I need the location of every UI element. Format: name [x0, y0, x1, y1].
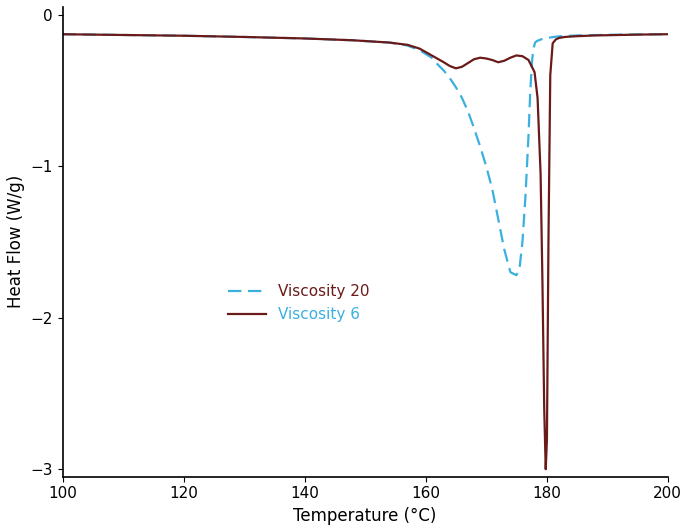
- Viscosity 20: [482, 163, 491, 169]
- Viscosity 6: [482, 55, 491, 62]
- Viscosity 20: [528, 57, 536, 63]
- Viscosity 20: [494, 216, 502, 222]
- Viscosity 6: [457, 64, 466, 70]
- Viscosity 6: [531, 69, 539, 76]
- Viscosity 6: [544, 239, 553, 245]
- Viscosity 6: [500, 57, 508, 64]
- Viscosity 20: [385, 39, 393, 46]
- Viscosity 20: [428, 54, 436, 61]
- Viscosity 20: [415, 47, 424, 53]
- Viscosity 20: [573, 32, 581, 39]
- Viscosity 20: [464, 109, 472, 115]
- Viscosity 20: [506, 269, 515, 276]
- Viscosity 6: [428, 52, 436, 59]
- Viscosity 6: [59, 31, 67, 37]
- Viscosity 6: [518, 53, 526, 60]
- Viscosity 6: [548, 40, 557, 46]
- Viscosity 6: [615, 32, 624, 38]
- Viscosity 20: [457, 95, 466, 101]
- Viscosity 6: [542, 466, 550, 472]
- Viscosity 20: [664, 31, 672, 37]
- Viscosity 6: [664, 31, 672, 37]
- Viscosity 20: [119, 32, 127, 38]
- Viscosity 6: [561, 34, 569, 40]
- Viscosity 6: [440, 59, 448, 65]
- Line: Viscosity 20: Viscosity 20: [63, 34, 668, 275]
- Viscosity 20: [452, 84, 460, 90]
- Viscosity 20: [349, 37, 357, 44]
- Viscosity 20: [526, 87, 535, 94]
- Viscosity 20: [533, 38, 541, 44]
- Viscosity 20: [542, 35, 551, 41]
- Viscosity 20: [548, 34, 557, 40]
- Viscosity 6: [300, 35, 309, 41]
- Viscosity 20: [59, 31, 67, 37]
- Viscosity 6: [524, 57, 533, 63]
- Line: Viscosity 6: Viscosity 6: [63, 34, 668, 469]
- Viscosity 6: [591, 32, 599, 39]
- X-axis label: Temperature (°C): Temperature (°C): [294, 507, 437, 525]
- Viscosity 20: [440, 68, 448, 74]
- Viscosity 20: [240, 34, 248, 40]
- Viscosity 20: [180, 32, 188, 39]
- Viscosity 6: [403, 41, 411, 48]
- Viscosity 20: [603, 31, 611, 38]
- Viscosity 6: [446, 63, 454, 69]
- Viscosity 20: [518, 239, 526, 245]
- Viscosity 6: [540, 405, 548, 412]
- Viscosity 20: [488, 186, 496, 192]
- Viscosity 20: [522, 193, 530, 200]
- Viscosity 20: [476, 143, 484, 149]
- Viscosity 20: [403, 43, 411, 49]
- Viscosity 6: [546, 72, 555, 78]
- Viscosity 20: [433, 61, 442, 68]
- Viscosity 20: [633, 31, 641, 38]
- Viscosity 6: [119, 32, 127, 38]
- Viscosity 6: [552, 36, 560, 43]
- Viscosity 20: [446, 75, 454, 81]
- Viscosity 6: [464, 60, 472, 66]
- Viscosity 20: [531, 39, 539, 46]
- Viscosity 6: [494, 59, 502, 65]
- Viscosity 20: [300, 35, 309, 41]
- Viscosity 20: [546, 35, 554, 41]
- Viscosity 6: [180, 32, 188, 39]
- Viscosity 20: [500, 246, 508, 253]
- Legend: Viscosity 20, Viscosity 6: Viscosity 20, Viscosity 6: [222, 278, 376, 328]
- Viscosity 6: [488, 57, 496, 63]
- Viscosity 6: [537, 170, 545, 177]
- Viscosity 20: [555, 33, 563, 39]
- Viscosity 6: [476, 54, 484, 61]
- Viscosity 6: [538, 277, 546, 283]
- Viscosity 6: [349, 37, 357, 44]
- Viscosity 6: [555, 35, 563, 41]
- Viscosity 20: [470, 125, 478, 131]
- Viscosity 20: [524, 132, 533, 139]
- Viscosity 6: [573, 33, 581, 39]
- Y-axis label: Heat Flow (W/g): Heat Flow (W/g): [7, 175, 25, 309]
- Viscosity 20: [539, 36, 548, 42]
- Viscosity 6: [639, 31, 648, 38]
- Viscosity 20: [512, 272, 520, 278]
- Viscosity 6: [385, 39, 393, 46]
- Viscosity 6: [533, 95, 542, 101]
- Viscosity 20: [515, 266, 524, 272]
- Viscosity 6: [415, 45, 424, 52]
- Viscosity 20: [535, 37, 543, 44]
- Viscosity 6: [543, 436, 551, 442]
- Viscosity 6: [512, 52, 520, 59]
- Viscosity 6: [452, 65, 460, 71]
- Viscosity 20: [530, 45, 538, 51]
- Viscosity 6: [240, 34, 248, 40]
- Viscosity 20: [537, 36, 545, 43]
- Viscosity 6: [470, 56, 478, 62]
- Viscosity 6: [506, 54, 515, 61]
